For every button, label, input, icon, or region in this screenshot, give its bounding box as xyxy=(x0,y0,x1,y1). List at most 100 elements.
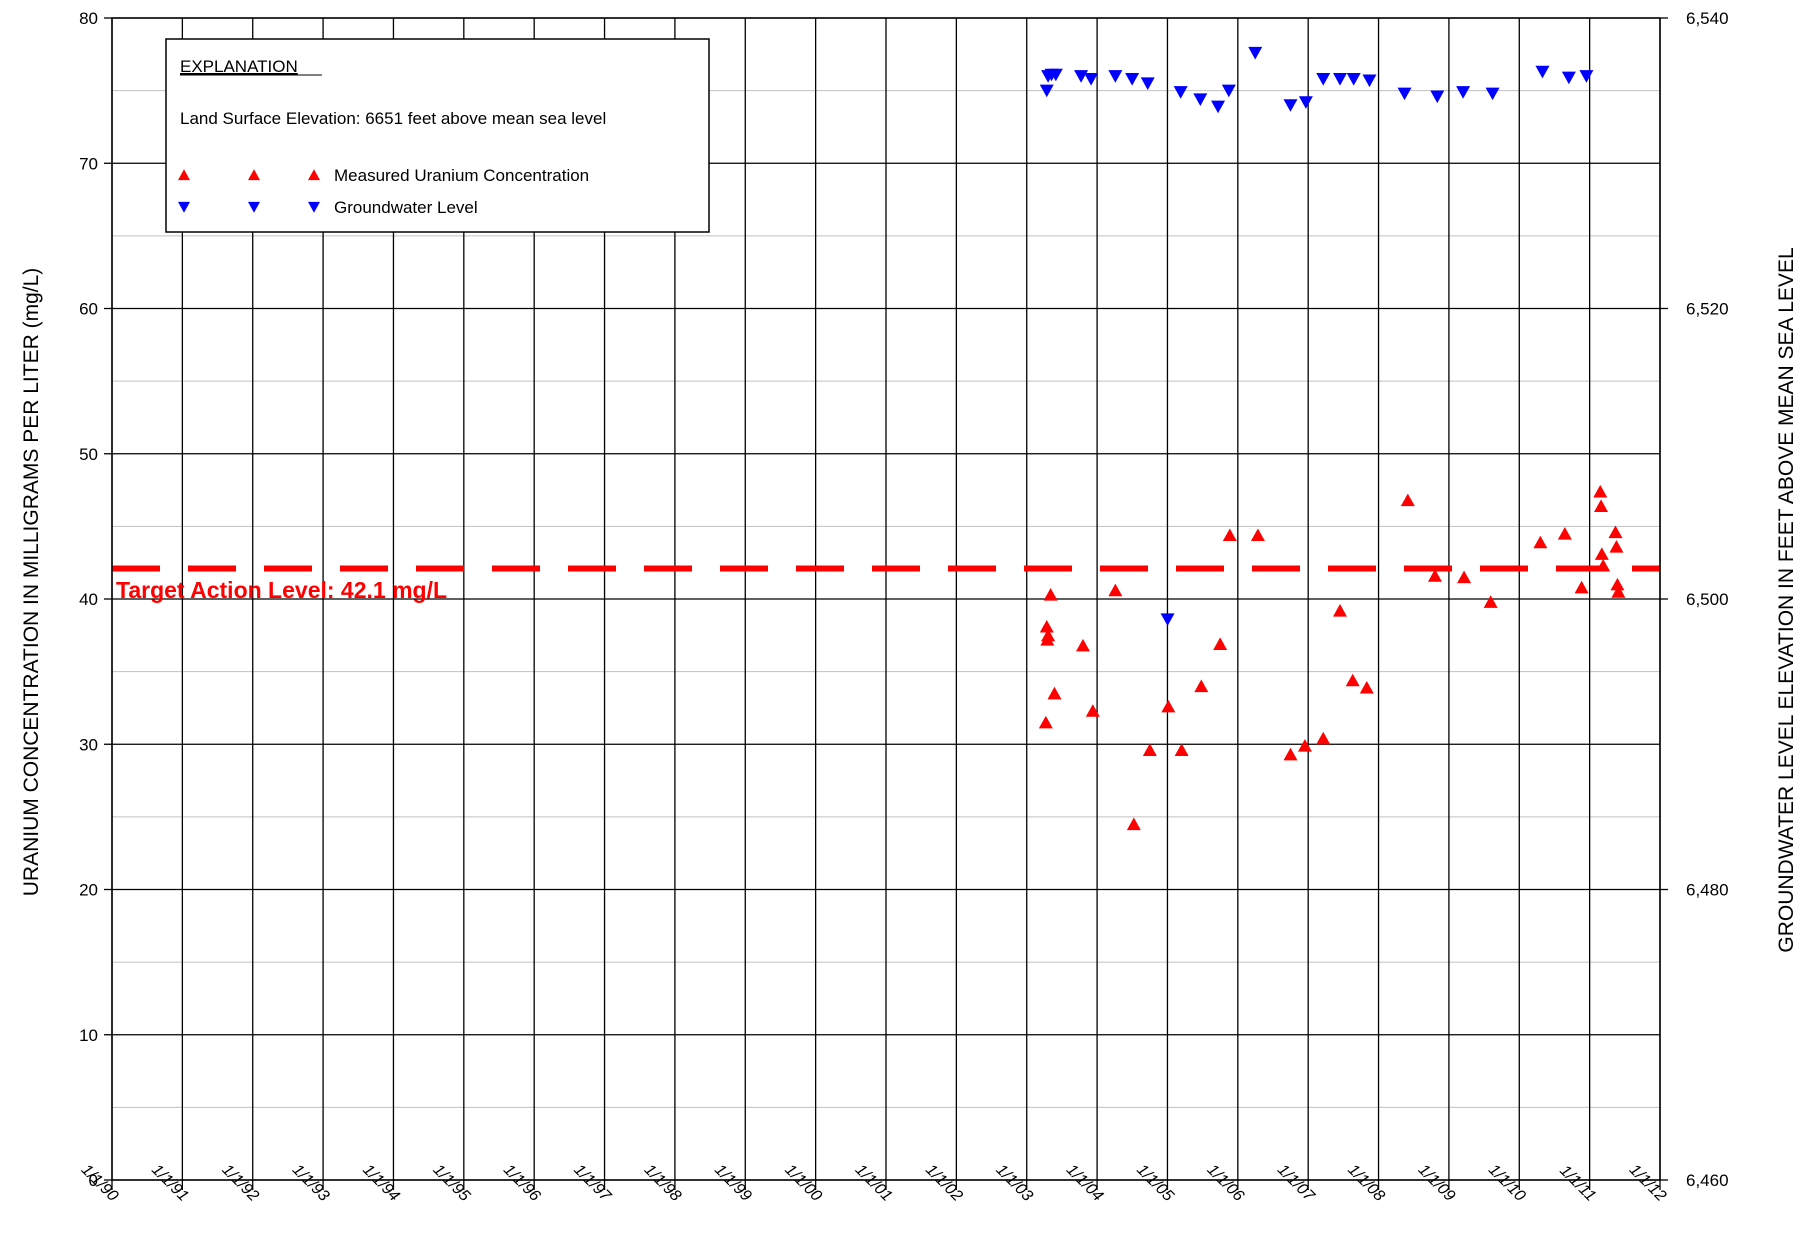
left-tick-label: 80 xyxy=(79,9,98,28)
x-tick-label: 1/1/06 xyxy=(1204,1161,1248,1205)
uranium-point xyxy=(1298,739,1312,752)
left-tick-label: 30 xyxy=(79,735,98,754)
uranium-point xyxy=(1609,540,1623,553)
uranium-point xyxy=(1108,584,1122,597)
x-tick-label: 1/1/93 xyxy=(289,1161,333,1205)
groundwater-point xyxy=(1299,96,1313,109)
left-axis-ticks: 0 10 20 30 40 50 60 70 80 xyxy=(79,9,112,1190)
uranium-point xyxy=(1175,743,1189,756)
groundwater-point xyxy=(1074,70,1088,83)
uranium-point xyxy=(1457,571,1471,584)
left-tick-label: 20 xyxy=(79,881,98,900)
uranium-point xyxy=(1127,817,1141,830)
legend-title: EXPLANATION xyxy=(180,57,298,76)
uranium-point xyxy=(1484,595,1498,608)
right-tick-label: 6,520 xyxy=(1686,300,1729,319)
data-points-layer xyxy=(1039,47,1626,830)
uranium-point xyxy=(1316,732,1330,745)
x-tick-label: 1/1/02 xyxy=(922,1161,966,1205)
legend-land-surface-note: Land Surface Elevation: 6651 feet above … xyxy=(180,109,606,128)
uranium-point xyxy=(1608,526,1622,539)
x-tick-label: 1/1/96 xyxy=(500,1161,544,1205)
x-tick-label: 1/1/95 xyxy=(430,1161,474,1205)
x-tick-label: 1/1/09 xyxy=(1415,1161,1459,1205)
uranium-point xyxy=(1251,528,1265,541)
target-action-level-label: Target Action Level: 42.1 mg/L xyxy=(116,577,447,603)
groundwater-point xyxy=(1535,66,1549,79)
uranium-point xyxy=(1213,637,1227,650)
x-tick-label: 1/1/91 xyxy=(148,1161,191,1204)
x-tick-label: 1/1/05 xyxy=(1133,1161,1177,1205)
groundwater-point xyxy=(1430,90,1444,103)
groundwater-point xyxy=(1333,73,1347,86)
x-tick-label: 1/1/92 xyxy=(218,1161,262,1205)
uranium-point xyxy=(1575,581,1589,594)
x-axis-ticks: 1/1/90 1/1/91 1/1/92 1/1/93 1/1/94 1/1/95 1/1/… xyxy=(78,1161,1670,1205)
x-tick-label: 1/1/99 xyxy=(711,1161,755,1205)
right-tick-label: 6,480 xyxy=(1686,881,1729,900)
x-tick-label: 1/1/90 xyxy=(78,1161,122,1205)
uranium-point xyxy=(1360,681,1374,694)
x-tick-label: 1/1/98 xyxy=(641,1161,685,1205)
x-tick-label: 1/1/94 xyxy=(359,1161,403,1205)
x-tick-label: 1/1/04 xyxy=(1063,1161,1107,1205)
uranium-point xyxy=(1594,499,1608,512)
uranium-point xyxy=(1401,494,1415,507)
x-tick-label: 1/1/03 xyxy=(992,1161,1036,1205)
left-tick-label: 70 xyxy=(79,154,98,173)
groundwater-point xyxy=(1486,88,1500,101)
groundwater-point xyxy=(1347,73,1361,86)
uranium-point xyxy=(1194,680,1208,693)
groundwater-point xyxy=(1579,70,1593,83)
groundwater-point xyxy=(1174,86,1188,99)
x-tick-label: 1/1/11 xyxy=(1556,1162,1599,1205)
x-tick-label: 1/1/08 xyxy=(1344,1161,1388,1205)
legend-entry-groundwater: Groundwater Level xyxy=(334,198,478,217)
groundwater-point xyxy=(1362,75,1376,88)
uranium-point xyxy=(1040,620,1054,633)
uranium-point xyxy=(1593,485,1607,498)
right-tick-label: 6,540 xyxy=(1686,9,1729,28)
left-tick-label: 10 xyxy=(79,1026,98,1045)
left-tick-label: 50 xyxy=(79,445,98,464)
groundwater-point xyxy=(1562,72,1576,85)
uranium-point xyxy=(1283,748,1297,761)
groundwater-point xyxy=(1084,73,1098,86)
right-tick-label: 6,500 xyxy=(1686,590,1729,609)
x-tick-label: 1/1/10 xyxy=(1485,1161,1529,1205)
groundwater-point xyxy=(1248,47,1262,60)
legend-entry-uranium: Measured Uranium Concentration xyxy=(334,166,589,185)
x-tick-label: 1/1/97 xyxy=(570,1161,614,1205)
uranium-point xyxy=(1047,687,1061,700)
groundwater-point xyxy=(1108,70,1122,83)
uranium-point xyxy=(1346,674,1360,687)
uranium-point xyxy=(1143,743,1157,756)
uranium-point xyxy=(1533,536,1547,549)
groundwater-point xyxy=(1161,613,1175,626)
left-tick-label: 40 xyxy=(79,590,98,609)
legend: EXPLANATION Land Surface Elevation: 6651… xyxy=(166,39,709,232)
x-tick-label: 1/1/07 xyxy=(1274,1161,1318,1205)
groundwater-point xyxy=(1316,73,1330,86)
groundwater-point xyxy=(1193,93,1207,106)
groundwater-point xyxy=(1283,99,1297,112)
left-axis-title: URANIUM CONCENTRATION IN MILLIGRAMS PER … xyxy=(20,268,43,897)
right-tick-label: 6,460 xyxy=(1686,1171,1729,1190)
groundwater-point xyxy=(1211,101,1225,114)
uranium-point xyxy=(1596,559,1610,572)
uranium-point xyxy=(1595,547,1609,560)
uranium-point xyxy=(1161,700,1175,713)
groundwater-point xyxy=(1125,73,1139,86)
uranium-point xyxy=(1039,716,1053,729)
groundwater-point xyxy=(1141,77,1155,90)
right-axis-ticks: 6,460 6,480 6,500 6,520 6,540 xyxy=(1660,9,1729,1190)
uranium-point xyxy=(1558,527,1572,540)
uranium-point xyxy=(1076,639,1090,652)
x-tick-label: 1/1/01 xyxy=(852,1161,895,1204)
left-tick-label: 60 xyxy=(79,300,98,319)
right-axis-title: GROUNDWATER LEVEL ELEVATION IN FEET ABOV… xyxy=(1775,247,1798,952)
groundwater-point xyxy=(1456,86,1470,99)
uranium-point xyxy=(1044,588,1058,601)
groundwater-point xyxy=(1398,88,1412,101)
